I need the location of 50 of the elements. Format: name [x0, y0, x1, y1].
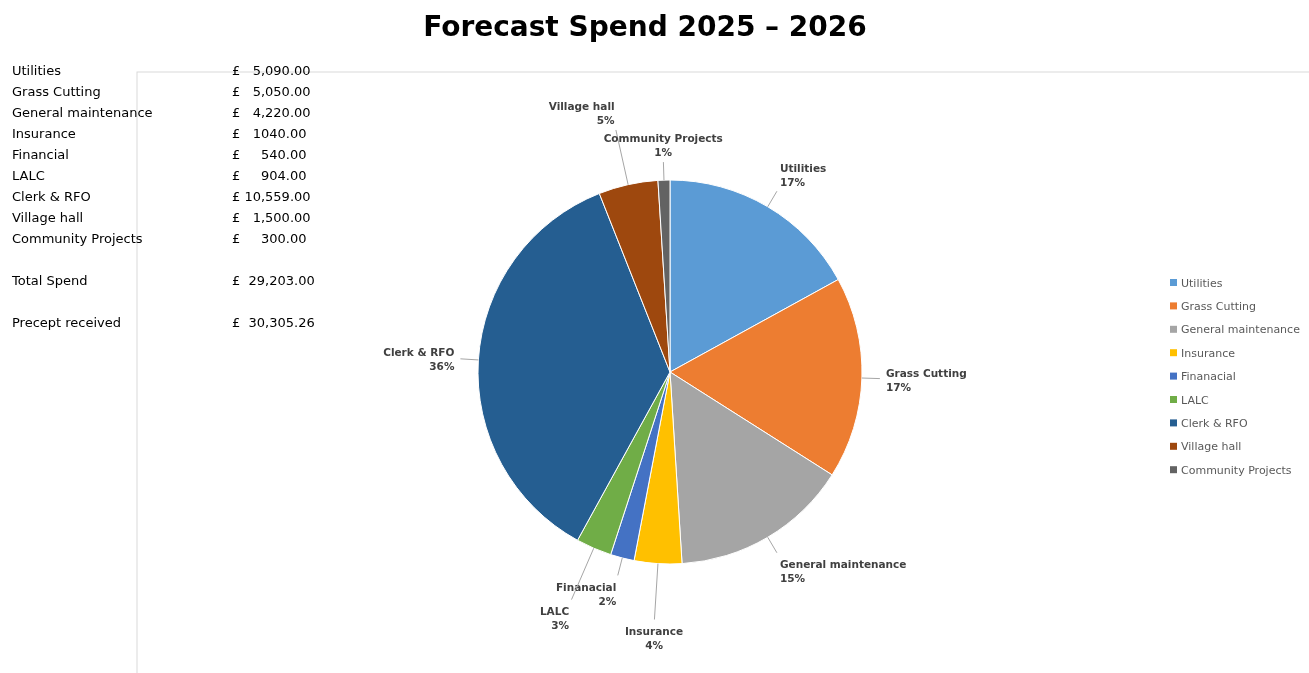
text: General maintenance [12, 105, 153, 120]
data-label: 1% [654, 146, 673, 159]
slice-label: Grass Cutting [885, 366, 967, 379]
text: £ 300.00 [232, 231, 307, 246]
legend-label: Grass Cutting [1181, 299, 1257, 313]
text: Grass Cutting [12, 84, 101, 99]
text: Precept received [12, 315, 122, 330]
data-label: 3% [551, 619, 570, 632]
chart-title: Forecast Spend 2025 – 2026 [423, 10, 867, 43]
data-label: 15% [779, 571, 806, 584]
data-label: 5% [596, 114, 616, 127]
text: £ 904.00 [232, 168, 307, 183]
text: Financial [12, 147, 69, 162]
slice-label: LALC [539, 605, 570, 618]
legend-label: Village hall [1181, 440, 1242, 454]
legend-label: Finanacial [1181, 370, 1236, 384]
text: £ 5,050.00 [232, 84, 311, 99]
text: Total Spend [11, 273, 88, 288]
slice-label: Clerk & RFO [383, 346, 455, 359]
slice-label: Finanacial [555, 581, 617, 594]
data-label: 36% [429, 360, 455, 373]
legend-label: LALC [1181, 393, 1210, 407]
text: £ 10,559.00 [232, 189, 311, 204]
text: £ 1040.00 [232, 126, 307, 141]
slice-label: Village hall [548, 100, 615, 113]
text: £ 4,220.00 [232, 105, 311, 120]
data-label: 17% [779, 176, 806, 189]
legend-label: General maintenance [1181, 323, 1301, 337]
text: £ 5,090.00 [232, 63, 311, 78]
text: Utilities [12, 63, 62, 78]
text: £ 29,203.00 [232, 273, 315, 288]
data-label: 4% [645, 639, 664, 652]
data-label: 2% [598, 595, 617, 608]
text: £ 30,305.26 [232, 315, 315, 330]
text: Clerk & RFO [12, 189, 91, 204]
text: Insurance [12, 126, 76, 141]
text: LALC [12, 168, 45, 183]
legend-label: Community Projects [1181, 463, 1292, 477]
slice-label: Utilities [779, 162, 827, 175]
data-label: 17% [885, 380, 912, 393]
text: Community Projects [12, 231, 143, 246]
legend-label: Utilities [1181, 276, 1223, 290]
slice-label: Insurance [624, 625, 684, 638]
slice-label: Community Projects [603, 132, 723, 145]
text: Village hall [12, 210, 84, 225]
legend-label: Clerk & RFO [1181, 416, 1248, 430]
text: £ 1,500.00 [232, 210, 311, 225]
slice-label: General maintenance [779, 557, 907, 570]
text: £ 540.00 [232, 147, 307, 162]
legend-label: Insurance [1181, 346, 1236, 360]
